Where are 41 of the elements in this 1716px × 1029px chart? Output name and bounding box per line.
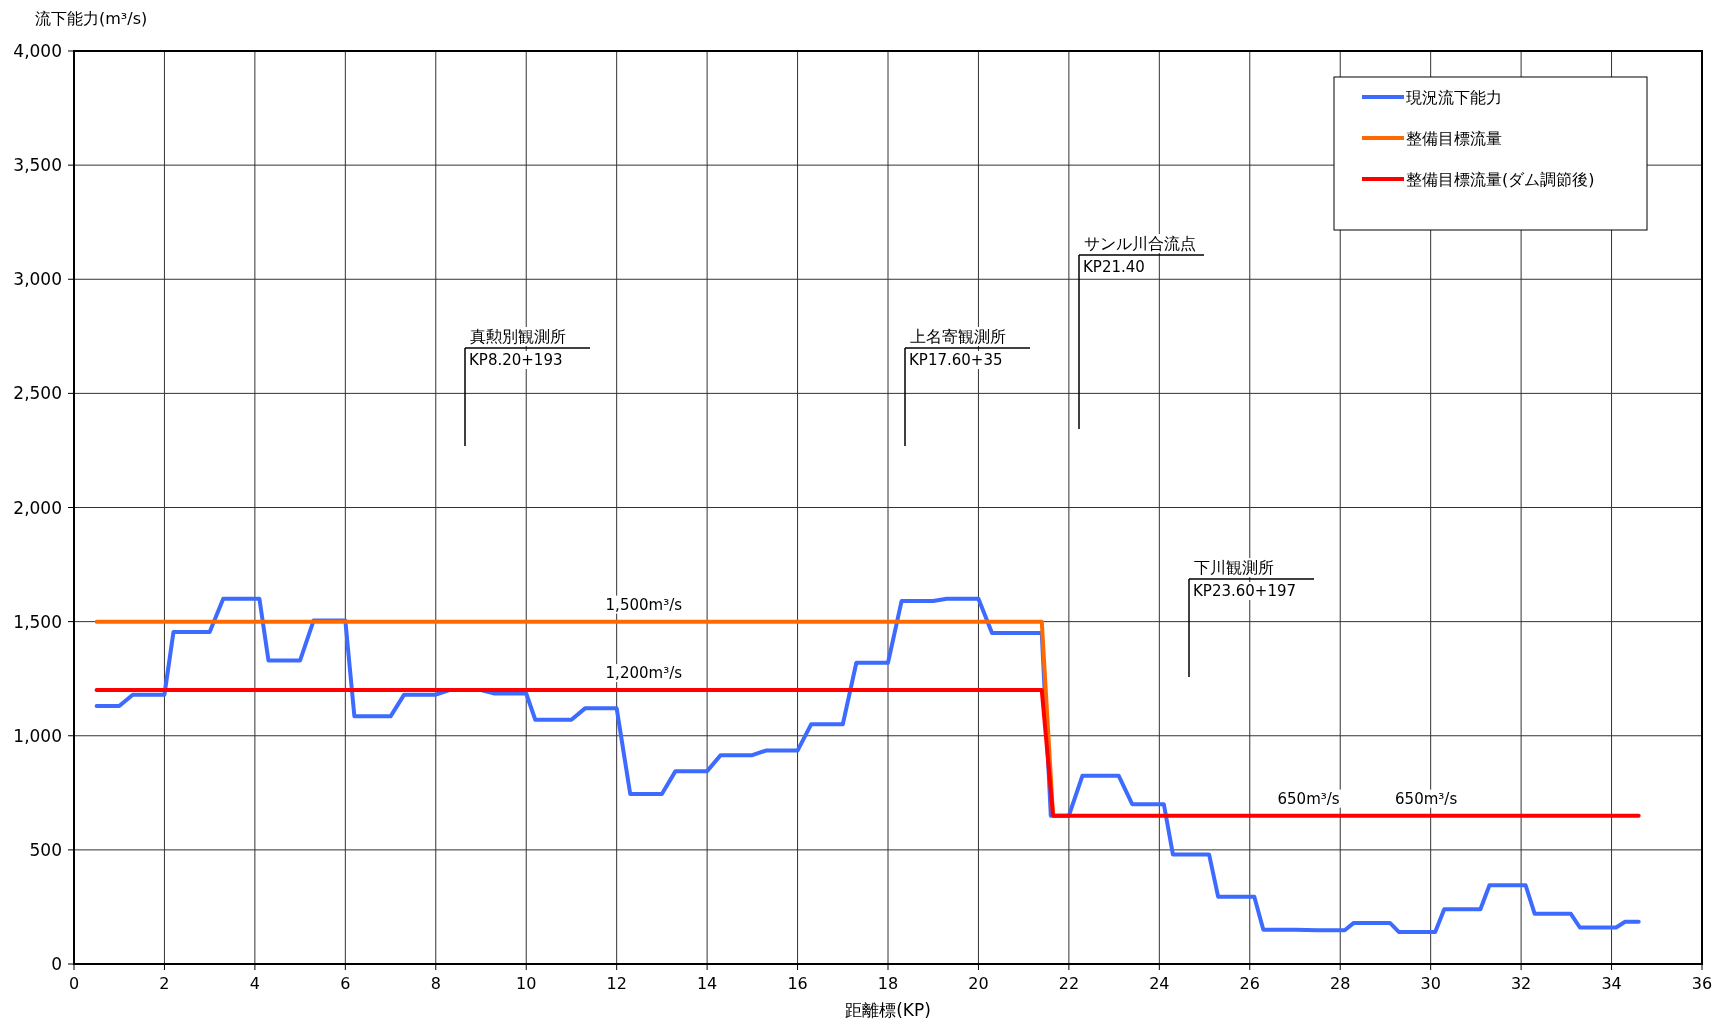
y-tick-label: 2,000: [13, 497, 62, 518]
y-tick-label: 3,500: [13, 155, 62, 176]
y-tick-label: 3,000: [13, 269, 62, 290]
x-tick-label: 36: [1691, 974, 1713, 993]
x-tick-label: 2: [159, 974, 170, 993]
x-tick-label: 24: [1149, 974, 1170, 993]
x-tick-label: 12: [606, 974, 627, 993]
x-tick-label: 28: [1330, 974, 1351, 993]
y-tick-label: 4,000: [13, 41, 62, 61]
legend-label: 整備目標流量(ダム調節後): [1406, 170, 1595, 189]
annotation: 650m³/s: [1277, 789, 1340, 808]
annotation: 1,500m³/s: [605, 595, 683, 614]
annotation: 上名寄観測所 KP17.60+35: [909, 327, 1006, 369]
x-tick-label: 14: [696, 974, 718, 993]
annotation: 下川観測所 KP23.60+197: [1193, 558, 1297, 600]
y-tick-label: 2,500: [13, 383, 62, 404]
annotation: 真勲別観測所 KP8.20+193: [469, 327, 566, 369]
annotation: 650m³/s: [1395, 789, 1458, 808]
y-tick-label: 1,000: [13, 725, 62, 746]
y-tick-label: 500: [29, 839, 62, 860]
legend-label: 整備目標流量: [1406, 129, 1502, 148]
y-axis-title: 流下能力(m³/s): [35, 9, 148, 28]
annotation: サンル川合流点 KP21.40: [1083, 234, 1196, 276]
x-tick-label: 20: [968, 974, 989, 993]
x-tick-label: 26: [1239, 974, 1260, 993]
x-tick-label: 0: [68, 974, 80, 993]
x-tick-label: 18: [877, 974, 899, 993]
x-axis-title: 距離標(KP): [845, 1000, 931, 1020]
x-tick-label: 34: [1601, 974, 1622, 993]
x-tick-label: 4: [249, 974, 260, 993]
y-tick-label: 1,500: [13, 611, 62, 632]
x-tick-label: 30: [1420, 974, 1441, 993]
legend-label: 現況流下能力: [1406, 88, 1502, 107]
x-tick-label: 6: [340, 974, 351, 993]
annotation: 1,200m³/s: [605, 664, 683, 683]
x-tick-label: 32: [1510, 974, 1532, 993]
x-tick-label: 10: [516, 974, 537, 993]
x-tick-label: 8: [430, 974, 441, 993]
y-tick-label: 0: [51, 954, 62, 974]
x-tick-label: 16: [787, 974, 808, 993]
x-tick-label: 22: [1058, 974, 1080, 993]
